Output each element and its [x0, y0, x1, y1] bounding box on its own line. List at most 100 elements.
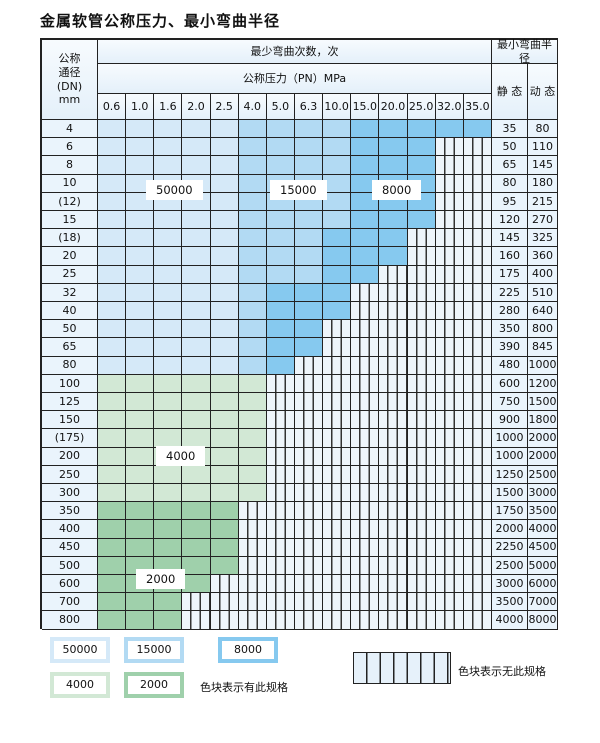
- table-cell: [126, 302, 155, 321]
- table-cell: [210, 338, 239, 357]
- table-cell: [323, 484, 352, 503]
- table-cell: [210, 138, 239, 157]
- table-cell: [407, 338, 436, 357]
- table-cell: [463, 484, 492, 503]
- table-cell: [407, 156, 436, 175]
- table-cell: [126, 247, 155, 266]
- table-cell: [294, 338, 324, 357]
- row-static-radius: 900: [491, 411, 528, 430]
- table-cell: [407, 283, 436, 302]
- table-cell: [154, 465, 183, 484]
- table-cell: [323, 120, 352, 139]
- region-label-c: 8000: [372, 180, 422, 200]
- table-cell: [379, 302, 408, 321]
- table-cell: [435, 356, 464, 375]
- row-dn: 50: [42, 320, 98, 339]
- table-cell: [238, 229, 267, 248]
- table-cell: [238, 156, 267, 175]
- table-cell: [379, 465, 408, 484]
- table-cell: [210, 156, 239, 175]
- table-cell: [435, 429, 464, 448]
- table-cell: [463, 302, 492, 321]
- table-cell: [407, 520, 436, 539]
- table-cell: [294, 211, 324, 230]
- table-cell: [407, 374, 436, 393]
- table-cell: [294, 465, 324, 484]
- pressure-col-header: 20.0: [379, 94, 408, 120]
- table-cell: [379, 429, 408, 448]
- table-cell: [154, 520, 183, 539]
- table-cell: [126, 465, 155, 484]
- table-cell: [266, 429, 295, 448]
- table-cell: [351, 611, 380, 630]
- table-cell: [323, 138, 352, 157]
- table-cell: [238, 502, 267, 521]
- table-cell: [323, 538, 352, 557]
- table-cell: [182, 211, 211, 230]
- table-cell: [351, 265, 380, 284]
- table-cell: [266, 575, 295, 594]
- table-cell: [210, 393, 239, 412]
- table-cell: [126, 411, 155, 430]
- table-cell: [126, 283, 155, 302]
- table-cell: [238, 520, 267, 539]
- table-cell: [210, 320, 239, 339]
- table-cell: [238, 338, 267, 357]
- table-cell: [351, 411, 380, 430]
- table-cell: [351, 538, 380, 557]
- table-cell: [266, 283, 295, 302]
- table-cell: [407, 229, 436, 248]
- row-dynamic-radius: 3000: [527, 484, 558, 503]
- region-label-e: 2000: [136, 569, 186, 589]
- table-cell: [435, 393, 464, 412]
- legend-label: 15000: [128, 641, 180, 659]
- row-static-radius: 160: [491, 247, 528, 266]
- table-cell: [407, 556, 436, 575]
- row-dn: 65: [42, 338, 98, 357]
- row-static-radius: 1250: [491, 465, 528, 484]
- table-cell: [351, 484, 380, 503]
- table-cell: [238, 247, 267, 266]
- pressure-col-header: 10.0: [323, 94, 352, 120]
- row-dynamic-radius: 180: [527, 174, 558, 193]
- table-cell: [266, 138, 295, 157]
- row-static-radius: 175: [491, 265, 528, 284]
- table-cell: [126, 156, 155, 175]
- table-cell: [154, 247, 183, 266]
- table-cell: [407, 465, 436, 484]
- pressure-col-header: 6.3: [294, 94, 324, 120]
- table-cell: [210, 192, 239, 211]
- table-cell: [379, 538, 408, 557]
- row-static-radius: 480: [491, 356, 528, 375]
- table-cell: [407, 393, 436, 412]
- table-cell: [182, 156, 211, 175]
- table-cell: [323, 556, 352, 575]
- table-cell: [266, 465, 295, 484]
- legend-2000: 2000: [124, 672, 184, 698]
- table-cell: [98, 374, 127, 393]
- table-cell: [238, 374, 267, 393]
- table-cell: [407, 593, 436, 612]
- row-dn: 25: [42, 265, 98, 284]
- row-dn: 80: [42, 356, 98, 375]
- table-cell: [351, 156, 380, 175]
- row-dynamic-radius: 110: [527, 138, 558, 157]
- row-dn: 100: [42, 374, 98, 393]
- table-cell: [154, 538, 183, 557]
- table-cell: [379, 265, 408, 284]
- header-cycles: 最少弯曲次数，次: [98, 40, 492, 64]
- table-cell: [182, 611, 211, 630]
- row-dn: 450: [42, 538, 98, 557]
- table-cell: [351, 320, 380, 339]
- table-cell: [238, 320, 267, 339]
- table-cell: [126, 484, 155, 503]
- row-dn: 200: [42, 447, 98, 466]
- row-static-radius: 1500: [491, 484, 528, 503]
- table-cell: [323, 502, 352, 521]
- table-cell: [351, 229, 380, 248]
- table-cell: [238, 283, 267, 302]
- table-cell: [154, 502, 183, 521]
- pressure-col-header: 25.0: [407, 94, 436, 120]
- table-cell: [126, 320, 155, 339]
- row-static-radius: 95: [491, 192, 528, 211]
